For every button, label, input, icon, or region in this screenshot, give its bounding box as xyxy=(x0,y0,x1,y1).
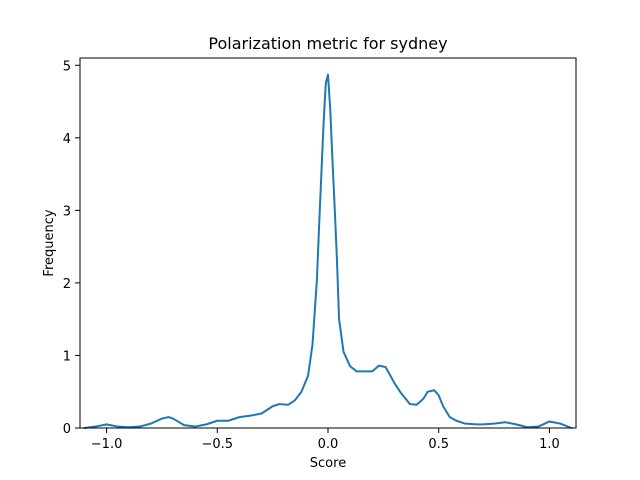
x-tick-label: 0.5 xyxy=(428,437,449,452)
plot-area xyxy=(79,57,577,429)
y-tick-label: 5 xyxy=(63,59,71,74)
x-tick-label: 0.0 xyxy=(318,437,339,452)
y-tick-label: 0 xyxy=(63,422,71,437)
y-tick-label: 2 xyxy=(63,277,71,292)
y-tick-label: 3 xyxy=(63,204,71,219)
y-axis: 0 1 2 3 4 5 xyxy=(63,59,80,437)
x-tick-label: −0.5 xyxy=(201,437,233,452)
x-tick-label: 1.0 xyxy=(539,437,560,452)
chart-title: Polarization metric for sydney xyxy=(208,34,447,53)
x-axis-label: Score xyxy=(310,456,346,471)
series-line xyxy=(83,73,573,429)
y-tick-label: 1 xyxy=(63,349,71,364)
x-tick-label: −1.0 xyxy=(91,437,123,452)
y-axis-label: Frequency xyxy=(42,209,57,276)
plot-frame xyxy=(79,57,577,429)
y-tick-label: 4 xyxy=(63,132,71,147)
x-axis: −1.0 −0.5 0.0 0.5 1.0 xyxy=(91,428,560,452)
